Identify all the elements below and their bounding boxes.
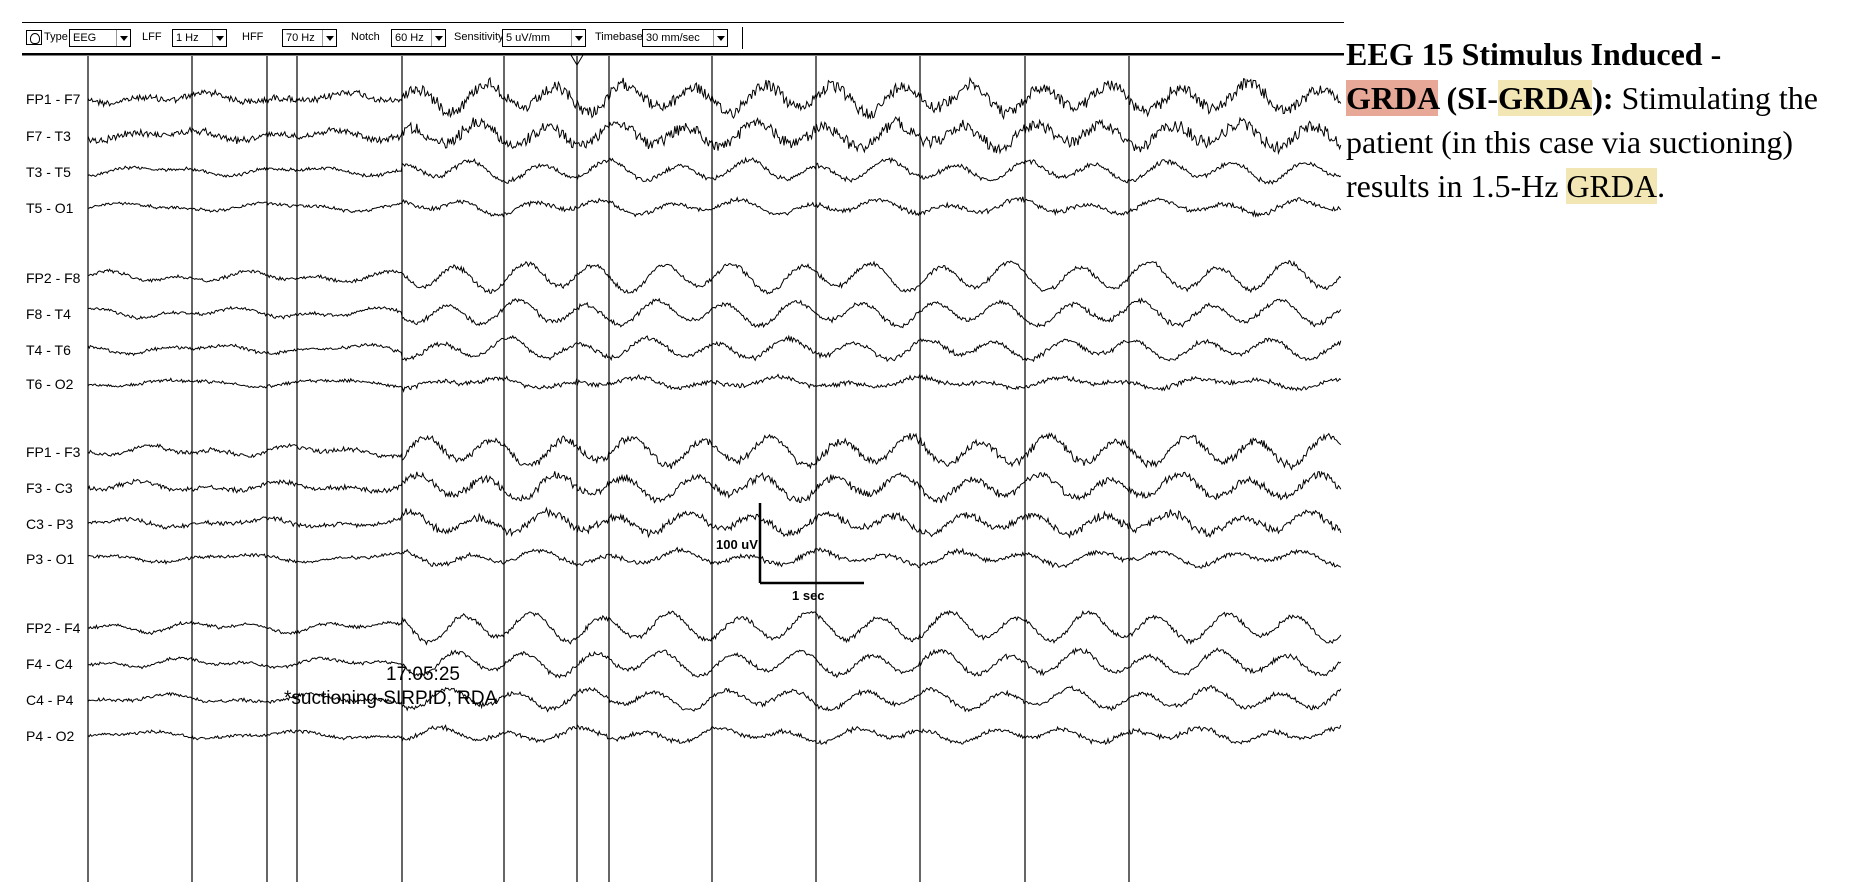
toolbar-divider (742, 27, 743, 49)
eeg-trace (87, 609, 1342, 646)
channel-label: F7 - T3 (26, 128, 71, 144)
channel-label: F3 - C3 (26, 480, 73, 496)
scale-bar-time-label: 1 sec (792, 588, 825, 603)
hff-label: HFF (242, 31, 264, 43)
channel-label: F4 - C4 (26, 656, 73, 672)
figure-caption: EEG 15 Stimulus Induced - GRDA (SI-GRDA)… (1346, 32, 1846, 208)
eeg-trace (87, 373, 1342, 393)
eeg-trace (87, 115, 1342, 156)
hff-select[interactable]: 70 Hz (282, 29, 337, 47)
type-label: Type (44, 31, 68, 43)
channel-label: FP2 - F4 (26, 620, 81, 636)
chevron-down-icon[interactable] (571, 30, 585, 46)
channel-label: C4 - P4 (26, 692, 74, 708)
eeg-trace (87, 432, 1342, 471)
type-select-value: EEG (73, 32, 97, 44)
channel-label: F8 - T4 (26, 306, 71, 322)
eeg-trace (87, 546, 1342, 569)
eeg-trace (87, 470, 1342, 504)
caption-body: Stimulating the patient (in this case vi… (1346, 80, 1818, 204)
lff-select[interactable]: 1 Hz (172, 29, 227, 47)
eeg-trace (87, 259, 1342, 295)
channel-label: P3 - O1 (26, 551, 75, 567)
channel-label: P4 - O2 (26, 728, 75, 744)
annotation-note: *suctioning-SIRPID, RDA (284, 688, 498, 709)
channel-label: FP1 - F3 (26, 444, 81, 460)
eeg-trace-area: FP1 - F7 F7 - T3 T3 - T5 T5 - O1 FP2 - F8 F8 … (22, 53, 1344, 882)
sensitivity-label: Sensitivity (454, 31, 504, 43)
sensitivity-select-value: 5 uV/mm (506, 32, 551, 44)
caption-paren-open: (SI- (1438, 80, 1499, 116)
notch-select[interactable]: 60 Hz (391, 29, 446, 47)
eeg-viewer: Type EEG LFF 1 Hz HFF 70 Hz Notch 60 Hz … (22, 22, 1344, 882)
eeg-traces-svg (22, 53, 1344, 882)
eeg-trace (87, 684, 1342, 713)
caption-paren-close: ): (1592, 80, 1614, 116)
timebase-select[interactable]: 30 mm/sec (642, 29, 728, 47)
caption-term-grda-2: GRDA (1498, 80, 1593, 116)
eeg-trace (87, 334, 1342, 363)
eeg-trace (87, 724, 1342, 745)
sensitivity-select[interactable]: 5 uV/mm (502, 29, 586, 47)
type-select[interactable]: EEG (69, 29, 131, 47)
notch-select-value: 60 Hz (395, 32, 424, 44)
notch-label: Notch (351, 31, 380, 43)
montage-head-icon[interactable] (26, 30, 42, 45)
caption-term-grda: GRDA (1346, 80, 1439, 116)
hff-select-value: 70 Hz (286, 32, 315, 44)
eeg-trace (87, 647, 1342, 679)
timebase-label: Timebase (595, 31, 643, 43)
eeg-trace (87, 156, 1342, 185)
eeg-toolbar: Type EEG LFF 1 Hz HFF 70 Hz Notch 60 Hz … (22, 22, 1344, 54)
channel-label: T5 - O1 (26, 200, 74, 216)
chevron-down-icon[interactable] (116, 30, 130, 46)
channel-label: T3 - T5 (26, 164, 71, 180)
timebase-select-value: 30 mm/sec (646, 32, 700, 44)
caption-term-grda-3: GRDA (1566, 168, 1658, 204)
scale-bar-amplitude-label: 100 uV (716, 537, 758, 552)
channel-label: FP2 - F8 (26, 270, 81, 286)
channel-label: T6 - O2 (26, 376, 74, 392)
eeg-trace (87, 506, 1342, 539)
eeg-trace (87, 196, 1342, 218)
chevron-down-icon[interactable] (322, 30, 336, 46)
eeg-trace (87, 76, 1342, 121)
annotation-time: 17:05:25 (386, 664, 460, 685)
lff-label: LFF (142, 31, 162, 43)
channel-label: FP1 - F7 (26, 91, 81, 107)
lff-select-value: 1 Hz (176, 32, 199, 44)
chevron-down-icon[interactable] (431, 30, 445, 46)
chevron-down-icon[interactable] (212, 30, 226, 46)
channel-label: C3 - P3 (26, 516, 74, 532)
caption-title: EEG 15 Stimulus Induced - (1346, 36, 1722, 72)
channel-label: T4 - T6 (26, 342, 71, 358)
eeg-trace (88, 297, 1342, 329)
caption-end: . (1657, 168, 1666, 204)
chevron-down-icon[interactable] (713, 30, 727, 46)
